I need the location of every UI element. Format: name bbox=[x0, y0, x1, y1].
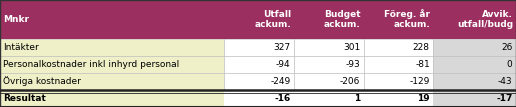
Bar bbox=[433, 56, 516, 73]
Bar bbox=[224, 56, 294, 73]
Text: Utfall
ackum.: Utfall ackum. bbox=[254, 10, 291, 29]
Text: -249: -249 bbox=[270, 77, 291, 86]
Bar bbox=[433, 73, 516, 90]
Text: 327: 327 bbox=[273, 43, 291, 52]
Bar bbox=[0, 73, 224, 90]
Text: Avvik.
utfall/budg: Avvik. utfall/budg bbox=[457, 10, 513, 29]
Text: -43: -43 bbox=[498, 77, 512, 86]
Text: Personalkostnader inkl inhyrd personal: Personalkostnader inkl inhyrd personal bbox=[3, 60, 180, 69]
Text: Intäkter: Intäkter bbox=[3, 43, 39, 52]
Text: Föreg. år
ackum.: Föreg. år ackum. bbox=[384, 9, 430, 29]
Text: Budget
ackum.: Budget ackum. bbox=[324, 10, 361, 29]
Text: -81: -81 bbox=[415, 60, 430, 69]
Text: 26: 26 bbox=[501, 43, 512, 52]
Bar bbox=[364, 73, 433, 90]
Text: 19: 19 bbox=[417, 94, 430, 103]
Text: -129: -129 bbox=[410, 77, 430, 86]
Bar bbox=[433, 39, 516, 56]
Bar bbox=[364, 56, 433, 73]
Text: Övriga kostnader: Övriga kostnader bbox=[3, 76, 81, 86]
Text: -16: -16 bbox=[275, 94, 291, 103]
Text: 301: 301 bbox=[343, 43, 360, 52]
Bar bbox=[294, 56, 364, 73]
Bar bbox=[224, 39, 294, 56]
Text: 228: 228 bbox=[413, 43, 430, 52]
Bar bbox=[224, 73, 294, 90]
Bar bbox=[224, 90, 294, 107]
Text: 0: 0 bbox=[507, 60, 512, 69]
Text: -206: -206 bbox=[340, 77, 360, 86]
Text: -17: -17 bbox=[496, 94, 512, 103]
Bar bbox=[0, 0, 516, 39]
Text: -94: -94 bbox=[276, 60, 291, 69]
Text: 1: 1 bbox=[354, 94, 360, 103]
Bar bbox=[294, 73, 364, 90]
Text: Mnkr: Mnkr bbox=[3, 15, 29, 24]
Bar bbox=[433, 90, 516, 107]
Bar bbox=[0, 90, 224, 107]
Bar bbox=[364, 90, 433, 107]
Bar bbox=[0, 39, 224, 56]
Text: -93: -93 bbox=[345, 60, 360, 69]
Text: Resultat: Resultat bbox=[3, 94, 46, 103]
Bar bbox=[294, 90, 364, 107]
Bar bbox=[294, 39, 364, 56]
Bar bbox=[364, 39, 433, 56]
Bar bbox=[0, 56, 224, 73]
